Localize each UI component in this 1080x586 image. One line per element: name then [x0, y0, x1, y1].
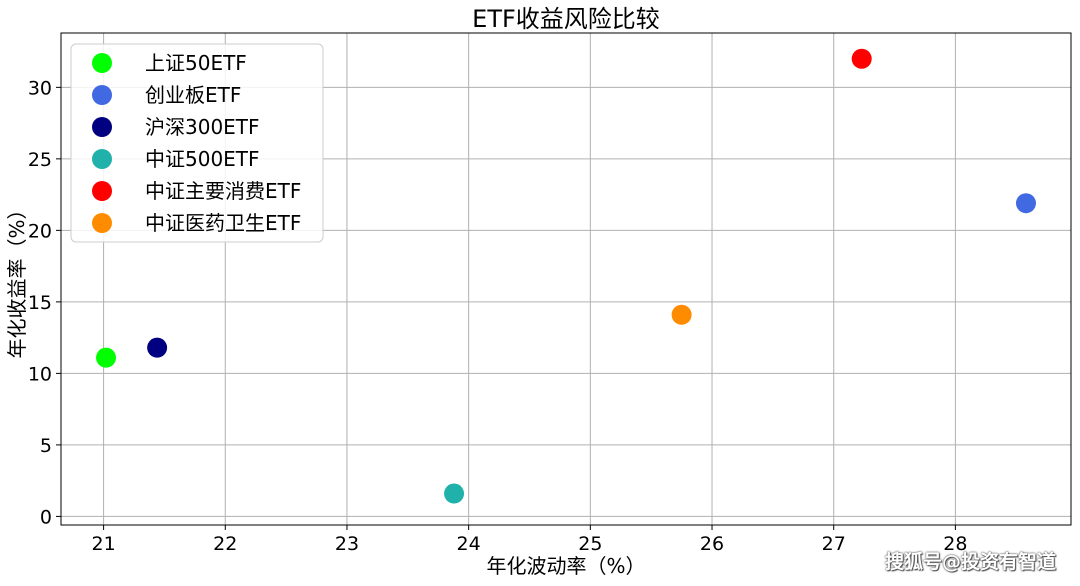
legend: 上证50ETF 创业板ETF 沪深300ETF 中证500ETF 中证主要消费ETF 中证… [70, 43, 324, 243]
legend-box [70, 43, 324, 243]
legend-marker [92, 149, 112, 169]
legend-marker [92, 85, 112, 105]
data-point [444, 483, 465, 504]
x-tick-label: 24 [457, 533, 481, 555]
data-point [851, 48, 872, 69]
x-tick-label: 23 [335, 533, 359, 555]
y-tick-label: 0 [40, 506, 52, 528]
x-tick-label: 25 [578, 533, 602, 555]
legend-label: 创业板ETF [145, 83, 241, 107]
x-tick-label: 22 [213, 533, 237, 555]
legend-marker [92, 53, 112, 73]
data-point [96, 347, 117, 368]
legend-marker [92, 213, 112, 233]
legend-label: 中证500ETF [145, 147, 260, 171]
x-tick-label: 26 [700, 533, 724, 555]
legend-marker [92, 117, 112, 137]
watermark: 搜狐号@投资有智道 [884, 551, 1056, 573]
y-tick-label: 10 [28, 363, 52, 385]
legend-label: 上证50ETF [145, 51, 247, 75]
y-tick-label: 25 [28, 149, 52, 171]
legend-label: 中证主要消费ETF [145, 179, 301, 203]
y-tick-label: 30 [28, 77, 52, 99]
legend-label: 沪深300ETF [145, 115, 260, 139]
y-tick-label: 15 [28, 292, 52, 314]
data-point [1015, 193, 1036, 214]
x-axis-label: 年化波动率（%） [486, 554, 645, 578]
data-point [147, 337, 168, 358]
x-tick-label: 28 [943, 533, 967, 555]
legend-marker [92, 181, 112, 201]
legend-label: 中证医药卫生ETF [145, 211, 301, 235]
y-axis-label: 年化收益率（%） [5, 199, 29, 358]
data-point [671, 304, 692, 325]
y-tick-label: 20 [28, 220, 52, 242]
plot-frame [60, 32, 1072, 526]
chart-title: ETF收益风险比较 [472, 5, 660, 33]
y-tick-label: 5 [40, 435, 52, 457]
x-tick-label: 21 [91, 533, 115, 555]
x-tick-label: 27 [822, 533, 846, 555]
